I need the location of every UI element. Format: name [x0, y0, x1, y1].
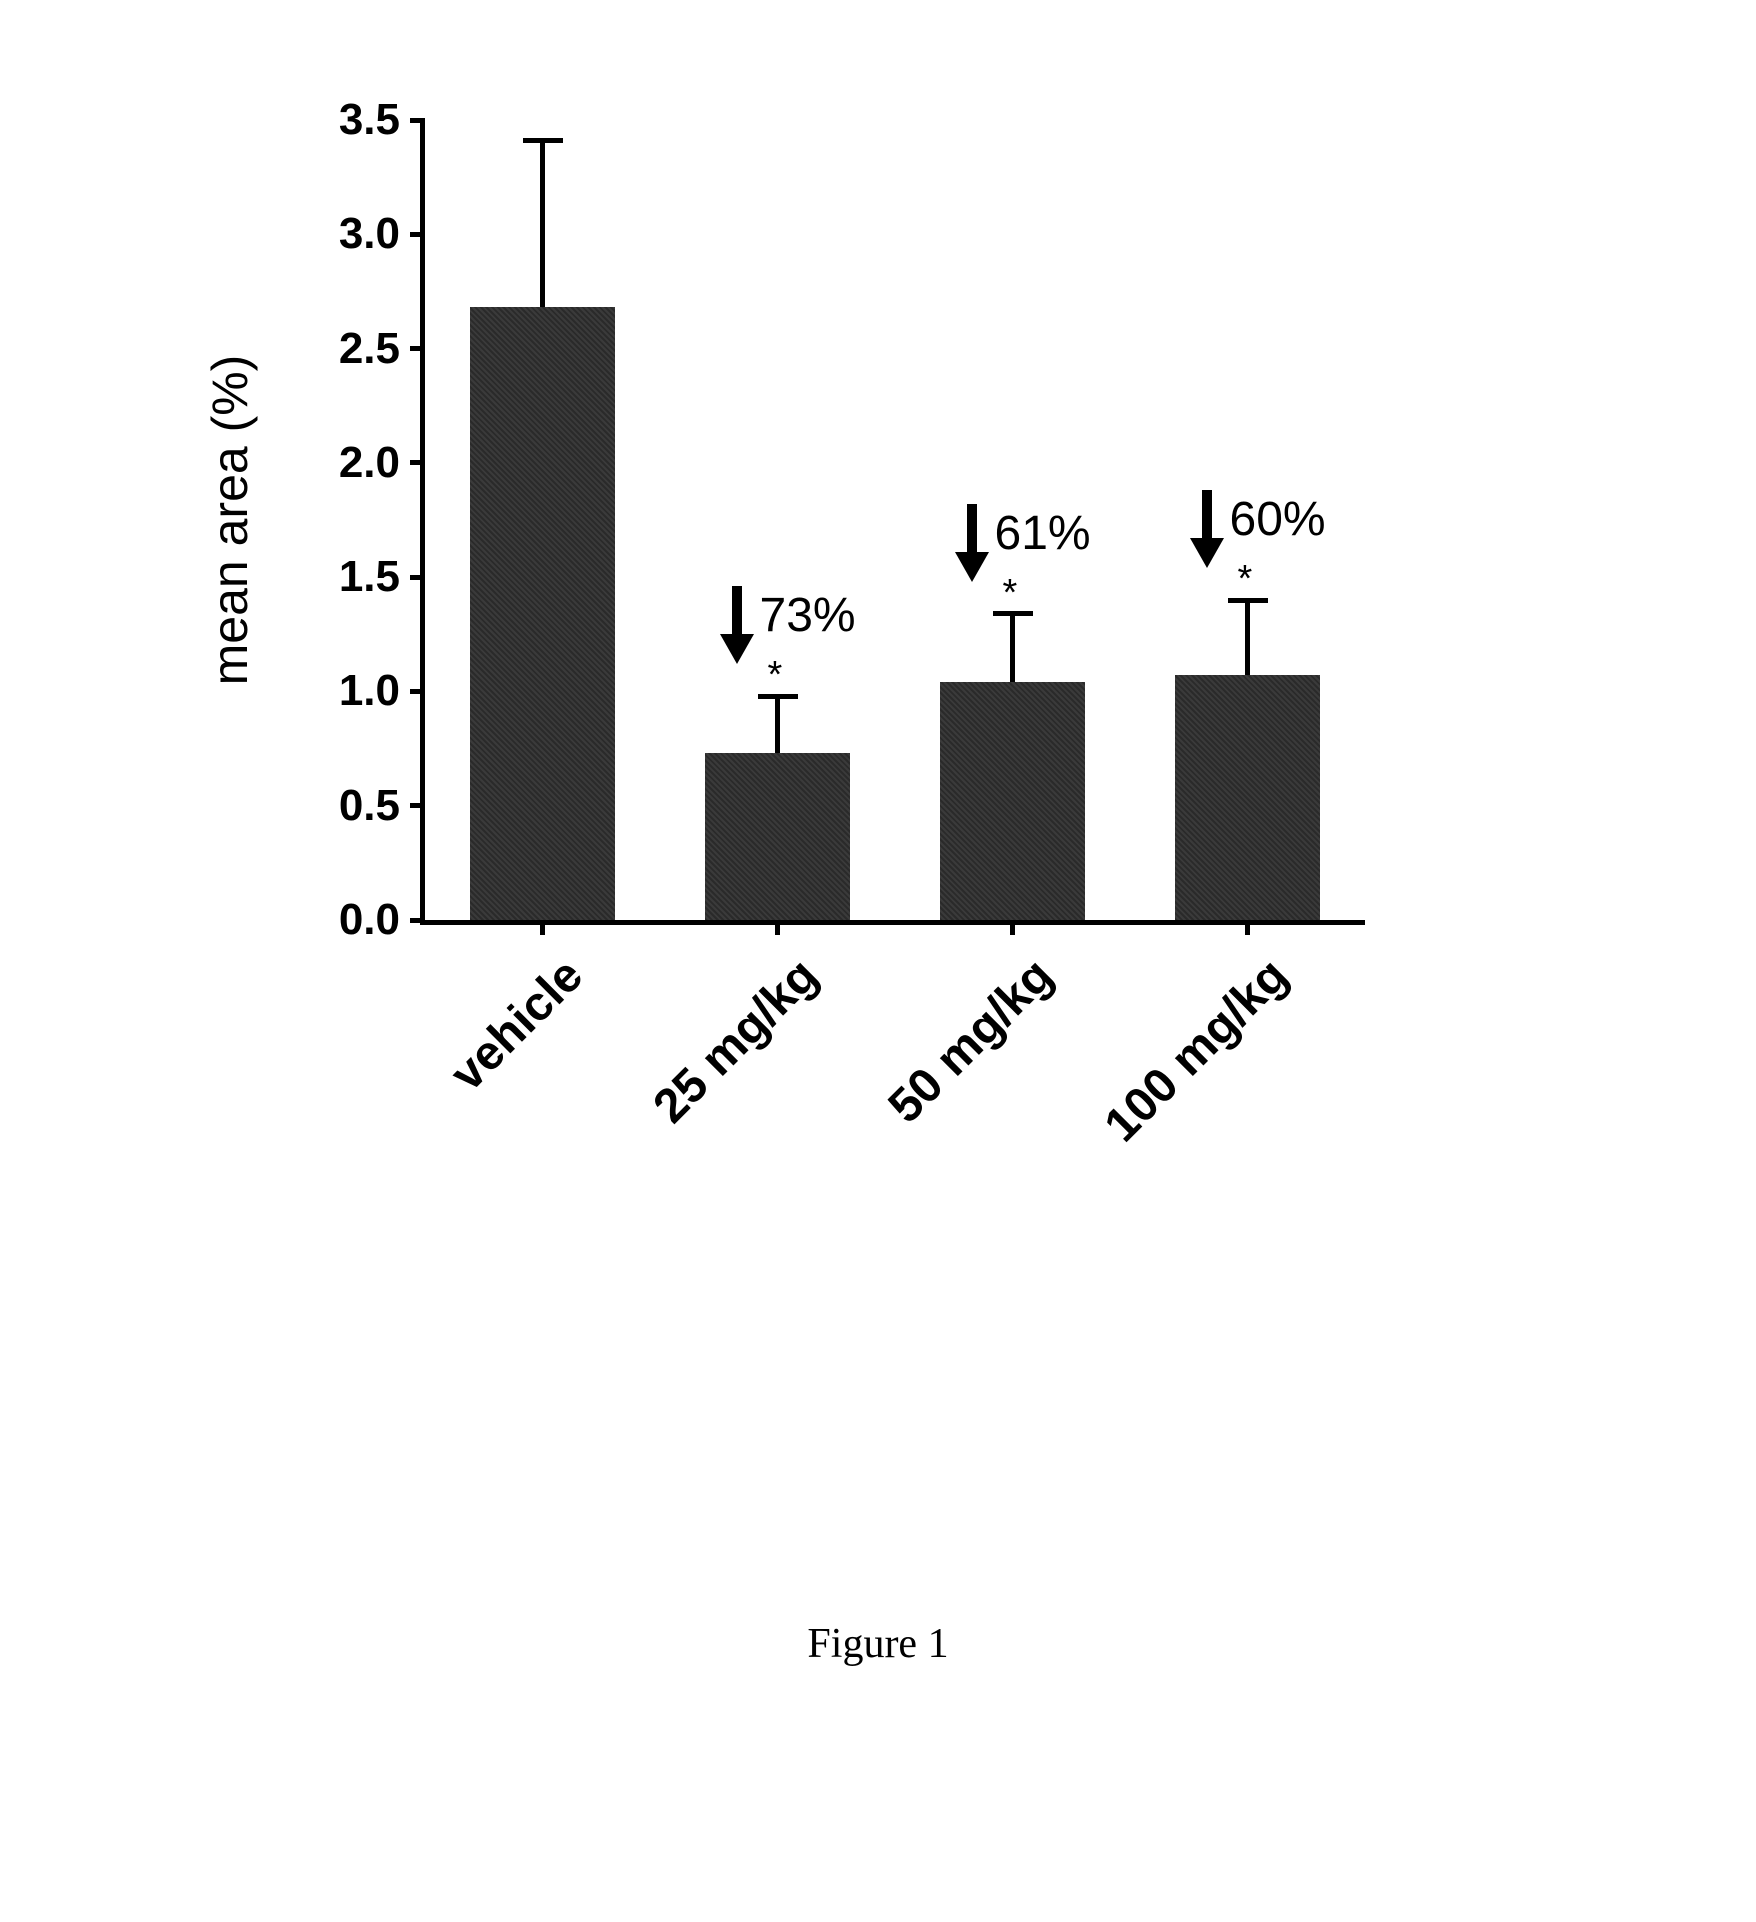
reduction-annotation: 60%	[1230, 492, 1326, 547]
x-axis-tick	[1010, 920, 1015, 935]
error-bar-cap	[523, 138, 563, 143]
significance-star: *	[1238, 558, 1253, 601]
bar	[470, 307, 616, 920]
y-axis-tick-label: 1.0	[290, 666, 400, 716]
significance-star: *	[768, 654, 783, 697]
figure-caption: Figure 1	[807, 1620, 948, 1668]
chart-container: mean area (%) 0.00.51.01.52.02.53.03.5ve…	[200, 120, 1360, 1220]
y-axis-tick	[410, 918, 425, 923]
y-axis-tick	[410, 232, 425, 237]
down-arrow-icon	[1190, 490, 1224, 570]
page: mean area (%) 0.00.51.01.52.02.53.03.5ve…	[0, 0, 1756, 1922]
x-axis-tick	[1245, 920, 1250, 935]
y-axis-tick-label: 3.5	[290, 95, 400, 145]
x-axis-tick-label: vehicle	[357, 948, 594, 1185]
reduction-annotation: 61%	[995, 506, 1091, 561]
x-axis-tick-label: 100 mg/kg	[1062, 948, 1299, 1185]
bar	[940, 682, 1086, 920]
x-axis-tick-label: 25 mg/kg	[592, 948, 829, 1185]
y-axis-tick	[410, 460, 425, 465]
y-axis-tick	[410, 803, 425, 808]
x-axis-tick	[775, 920, 780, 935]
down-arrow-icon	[955, 504, 989, 584]
plot-area: 0.00.51.01.52.02.53.03.5vehicle25 mg/kg5…	[420, 120, 1365, 925]
y-axis-tick-label: 1.5	[290, 552, 400, 602]
bar	[705, 753, 851, 920]
y-axis-tick-label: 0.5	[290, 781, 400, 831]
down-arrow-icon	[720, 586, 754, 666]
y-axis-tick-label: 2.5	[290, 324, 400, 374]
y-axis-tick	[410, 346, 425, 351]
y-axis-tick	[410, 689, 425, 694]
y-axis-tick	[410, 575, 425, 580]
bar	[1175, 675, 1321, 920]
y-axis-tick-label: 2.0	[290, 438, 400, 488]
y-axis-title: mean area (%)	[201, 355, 259, 686]
y-axis-tick	[410, 118, 425, 123]
reduction-annotation: 73%	[760, 588, 856, 643]
y-axis-tick-label: 0.0	[290, 895, 400, 945]
x-axis-tick	[540, 920, 545, 935]
x-axis-tick-label: 50 mg/kg	[827, 948, 1064, 1185]
y-axis-tick-label: 3.0	[290, 209, 400, 259]
error-bar-stem	[540, 141, 545, 308]
error-bar-stem	[1245, 600, 1250, 675]
error-bar-stem	[1010, 614, 1015, 683]
error-bar-stem	[775, 696, 780, 753]
significance-star: *	[1003, 572, 1018, 615]
